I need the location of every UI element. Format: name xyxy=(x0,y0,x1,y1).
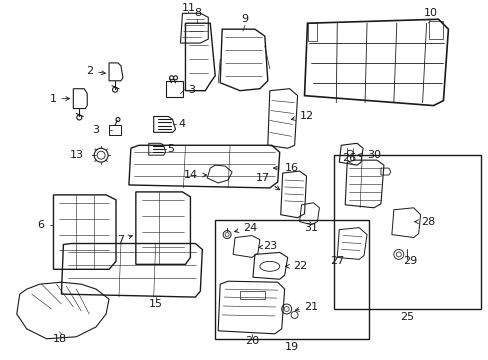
Text: 18: 18 xyxy=(52,334,66,344)
Text: 9: 9 xyxy=(241,14,248,24)
Text: 17: 17 xyxy=(255,173,279,190)
Bar xyxy=(334,155,480,309)
Text: 22: 22 xyxy=(285,261,306,271)
Text: 11: 11 xyxy=(181,3,195,13)
Text: 24: 24 xyxy=(234,222,257,233)
Text: 5: 5 xyxy=(167,144,174,154)
Text: 30: 30 xyxy=(357,150,380,160)
Bar xyxy=(109,125,121,135)
Text: 10: 10 xyxy=(423,8,437,18)
Text: 6: 6 xyxy=(38,220,44,230)
Text: 20: 20 xyxy=(244,336,259,346)
Bar xyxy=(165,81,183,96)
Text: 29: 29 xyxy=(403,256,417,266)
Text: 7: 7 xyxy=(117,234,132,244)
Bar xyxy=(215,220,368,339)
Text: 2: 2 xyxy=(86,66,105,76)
Text: 13: 13 xyxy=(70,150,84,160)
Text: 16: 16 xyxy=(273,163,298,173)
Text: 12: 12 xyxy=(291,111,313,121)
Text: 31: 31 xyxy=(304,222,318,233)
Text: 19: 19 xyxy=(284,342,298,352)
Text: 25: 25 xyxy=(399,312,413,322)
Text: 26: 26 xyxy=(342,153,356,163)
Text: 23: 23 xyxy=(258,242,276,252)
Text: 28: 28 xyxy=(414,217,435,227)
Text: 4: 4 xyxy=(178,120,185,130)
Text: 27: 27 xyxy=(329,256,344,266)
Text: 8: 8 xyxy=(193,8,201,18)
Text: 15: 15 xyxy=(148,299,163,309)
Text: 21: 21 xyxy=(295,302,318,312)
Text: 14: 14 xyxy=(184,170,206,180)
Text: 3: 3 xyxy=(188,85,195,95)
Bar xyxy=(240,291,264,299)
Text: 3: 3 xyxy=(92,125,99,135)
Text: 1: 1 xyxy=(49,94,69,104)
